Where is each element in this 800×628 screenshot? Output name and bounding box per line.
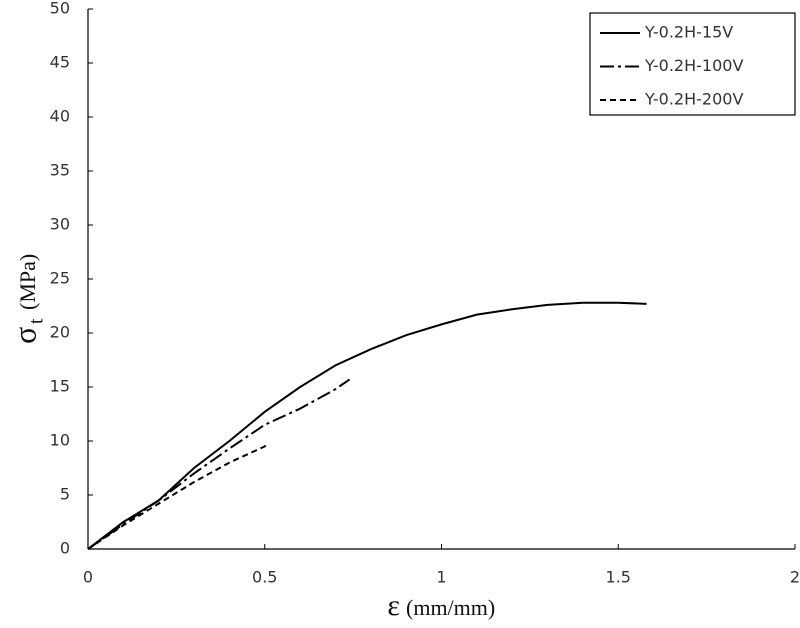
x-tick-label: 0 — [83, 568, 93, 587]
y-label-subscript: t — [26, 318, 48, 324]
series-line — [87, 442, 269, 550]
y-label-symbol: σ — [6, 327, 42, 344]
y-tick-label: 10 — [50, 431, 70, 450]
series-line — [87, 301, 647, 550]
y-tick-label: 45 — [50, 53, 70, 72]
x-tick-label: 2 — [790, 568, 800, 587]
y-label-unit: (MPa) — [15, 254, 40, 310]
legend-label: Y-0.2H-200V — [644, 90, 743, 109]
x-tick-label: 0.5 — [252, 568, 277, 587]
y-tick-label: 25 — [50, 269, 70, 288]
y-tick-label: 35 — [50, 161, 70, 180]
series-line — [87, 378, 351, 550]
legend-label: Y-0.2H-15V — [644, 23, 733, 42]
legend-box — [589, 12, 796, 116]
x-label-unit: (mm/mm) — [406, 595, 495, 620]
y-tick-label: 30 — [50, 215, 70, 234]
x-label-symbol: ε — [387, 589, 400, 622]
y-tick-label: 40 — [50, 107, 70, 126]
y-tick-label: 20 — [50, 323, 70, 342]
x-tick-label: 1.5 — [606, 568, 631, 587]
y-tick-label: 5 — [60, 485, 70, 504]
legend-label: Y-0.2H-100V — [644, 56, 743, 75]
y-tick-label: 0 — [60, 539, 70, 558]
x-tick-label: 1 — [436, 568, 446, 587]
y-tick-label: 15 — [50, 377, 70, 396]
y-label: σ t (MPa) — [6, 254, 47, 344]
y-tick-label: 50 — [50, 0, 70, 18]
